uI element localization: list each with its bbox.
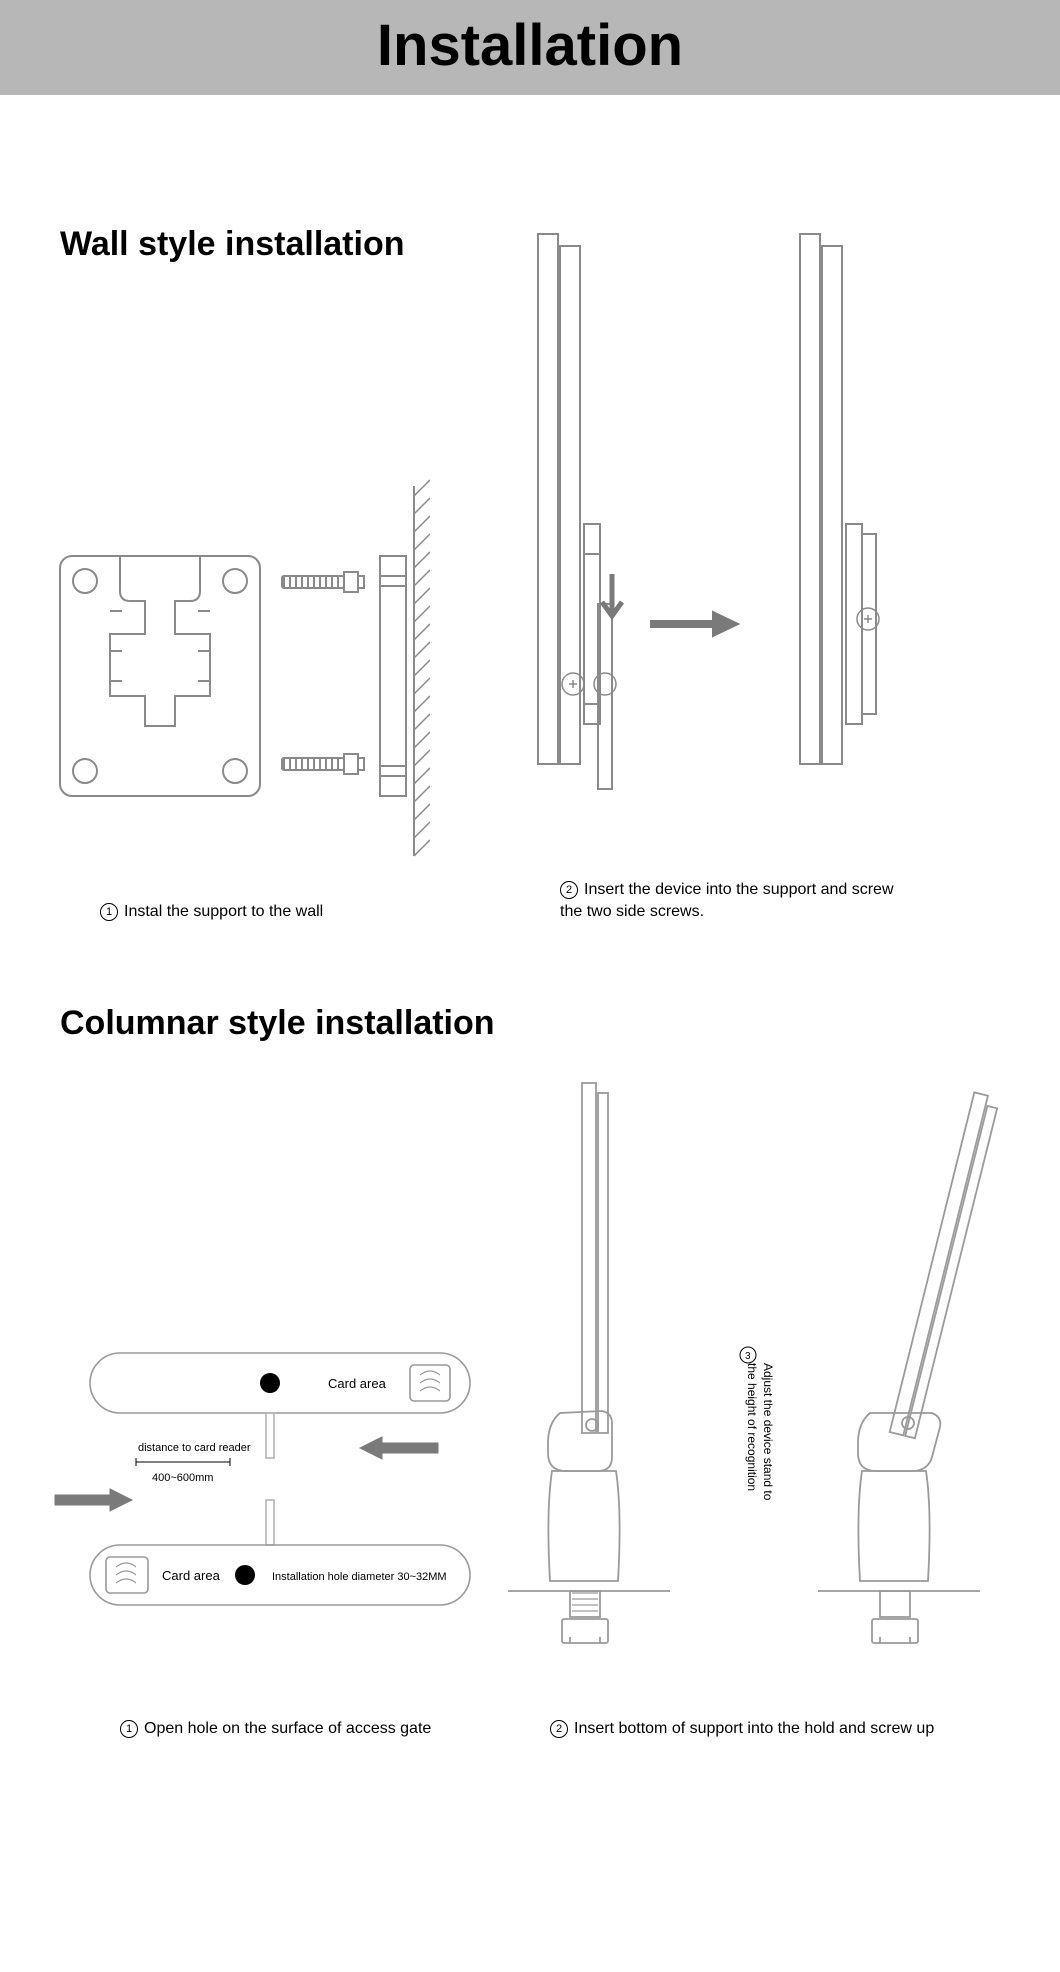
- wall-step2-diagram: [490, 224, 1010, 844]
- card-area-bottom: Card area: [162, 1568, 221, 1583]
- step3-line1: Adjust the device stand to: [761, 1363, 775, 1501]
- dist-label: distance to card reader: [138, 1442, 251, 1454]
- step-num-1b-icon: 1: [120, 1720, 138, 1738]
- dist-value: 400~600mm: [152, 1472, 213, 1484]
- wall-step2-text: Insert the device into the support and s…: [560, 881, 894, 920]
- hole-dia: Installation hole diameter 30~32MM: [272, 1571, 447, 1583]
- wall-step1-block: 1 Instal the support to the wall: [50, 436, 430, 923]
- step-num-2-icon: 2: [560, 881, 578, 899]
- section2-title: Columnar style installation: [60, 1004, 1010, 1043]
- columnar-step1-caption: 1 Open hole on the surface of access gate: [120, 1718, 490, 1740]
- wall-step1-caption: 1 Instal the support to the wall: [100, 901, 430, 923]
- wall-step1-diagram: [50, 436, 430, 866]
- card-area-top: Card area: [328, 1376, 387, 1391]
- columnar-step1-text: Open hole on the surface of access gate: [144, 1720, 431, 1737]
- page-title: Installation: [0, 12, 1060, 79]
- svg-text:the height of recognition: the height of recognition: [745, 1363, 759, 1491]
- columnar-step2-text: Insert bottom of support into the hold a…: [574, 1720, 934, 1737]
- content: Wall style installation: [0, 225, 1060, 1800]
- wall-step1-text: Instal the support to the wall: [124, 903, 323, 920]
- svg-text:Adjust the device stand to: Adjust the device stand to: [761, 1363, 775, 1501]
- wall-step2-caption: 2Insert the device into the support and …: [560, 879, 920, 924]
- step3-num: 3: [745, 1351, 751, 1362]
- columnar-step2-diagram: Adjust the device stand to the height of…: [490, 1063, 1010, 1683]
- columnar-step2-caption: 2 Insert bottom of support into the hold …: [550, 1718, 1010, 1740]
- section1-row: 1 Instal the support to the wall: [50, 224, 1010, 924]
- columnar-step1-block: Card area Card area distance to card rea…: [50, 1303, 490, 1740]
- wall-step2-block: 2Insert the device into the support and …: [490, 224, 1010, 924]
- step3-line2: the height of recognition: [745, 1363, 759, 1491]
- section2-row: Card area Card area distance to card rea…: [50, 1063, 1010, 1740]
- step-num-1-icon: 1: [100, 903, 118, 921]
- columnar-step2-block: Adjust the device stand to the height of…: [490, 1063, 1010, 1740]
- columnar-step1-diagram: Card area Card area distance to card rea…: [50, 1303, 490, 1683]
- header-bar: Installation: [0, 0, 1060, 95]
- step-num-2b-icon: 2: [550, 1720, 568, 1738]
